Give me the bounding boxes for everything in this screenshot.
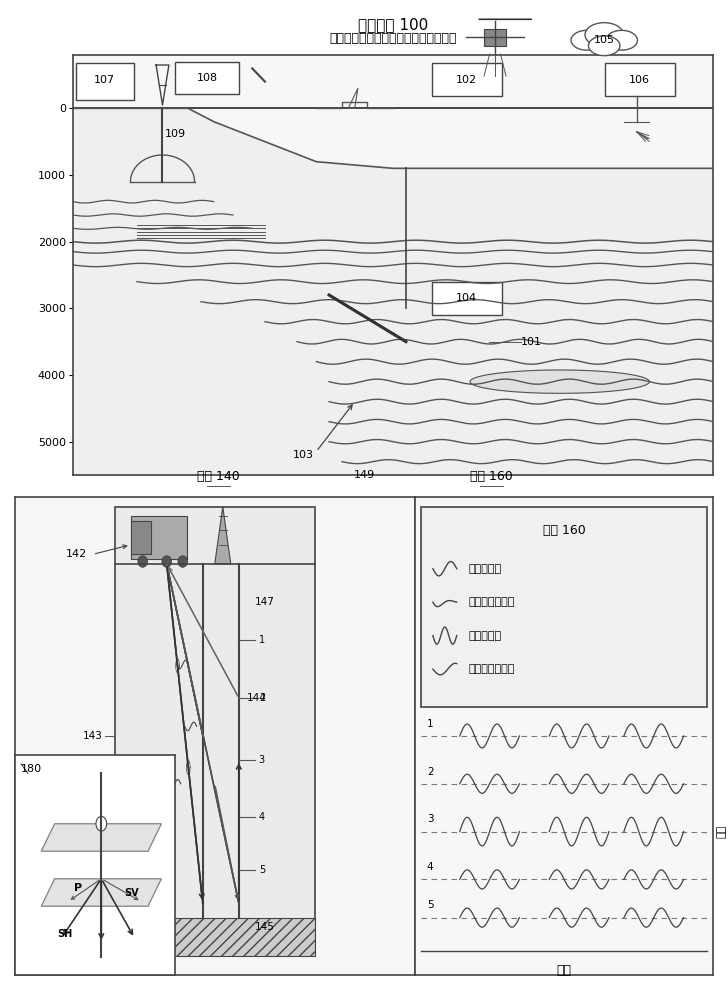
Text: 5: 5 [427,900,434,910]
Text: 5: 5 [259,865,265,875]
Text: ─────: ───── [479,481,504,490]
Bar [131,516,187,559]
Bar [175,62,240,94]
Text: 142: 142 [66,549,87,559]
Text: 180: 180 [21,764,42,774]
Bar [604,63,675,96]
Text: 3: 3 [259,755,265,765]
Polygon shape [41,879,162,906]
Text: SH: SH [57,929,72,939]
Bar [421,507,708,707]
Text: 147: 147 [255,597,274,607]
Text: 4: 4 [259,812,265,822]
Bar [131,521,151,554]
Circle shape [585,23,623,47]
Circle shape [178,556,188,567]
Text: 109: 109 [165,129,186,139]
Bar [432,282,502,315]
Text: 1: 1 [427,719,434,729]
Text: 反射上行一次波: 反射上行一次波 [469,597,515,607]
Text: 101: 101 [521,337,542,347]
Text: 数据 160: 数据 160 [470,470,513,483]
Text: 下行直达波: 下行直达波 [469,564,502,574]
Text: 反射上行多次波: 反射上行多次波 [469,664,515,674]
Circle shape [138,556,148,567]
Text: 102: 102 [456,75,478,85]
Text: 141: 141 [82,836,103,846]
Polygon shape [41,824,162,851]
Text: 108: 108 [197,73,218,83]
Text: 2: 2 [259,693,265,703]
Text: 2: 2 [427,767,434,777]
Circle shape [162,556,172,567]
Text: 144: 144 [247,693,266,703]
Bar [432,63,502,96]
Text: 149: 149 [353,470,375,480]
Text: 103: 103 [293,450,314,460]
Text: 下行多次波: 下行多次波 [469,631,502,641]
Text: 技术 140: 技术 140 [197,470,240,483]
Text: 地质环境 100: 地质环境 100 [358,17,428,32]
Polygon shape [470,370,649,393]
Text: 数据 160: 数据 160 [543,524,585,537]
Text: 1: 1 [259,635,265,645]
Text: 104: 104 [456,293,478,303]
Bar [76,63,134,100]
Text: （例如，感测、钻井、注入、提取等）: （例如，感测、钻井、注入、提取等） [329,32,457,45]
Bar [115,507,315,937]
Text: P: P [74,883,82,893]
Text: 时间: 时间 [557,964,571,977]
Circle shape [96,816,107,831]
Text: 143: 143 [83,731,103,741]
Circle shape [588,36,620,56]
Text: 4: 4 [427,862,434,872]
Text: 105: 105 [594,35,614,45]
Circle shape [571,30,603,50]
Text: 145: 145 [255,922,274,932]
Text: 3: 3 [427,814,434,824]
Polygon shape [215,507,231,564]
Bar [115,918,315,956]
Circle shape [606,30,638,50]
Text: 107: 107 [94,75,116,85]
Text: SV: SV [124,888,138,898]
Text: ─────: ───── [206,481,231,490]
Text: 深度: 深度 [716,825,727,838]
Bar [484,29,506,46]
Text: 106: 106 [629,75,650,85]
